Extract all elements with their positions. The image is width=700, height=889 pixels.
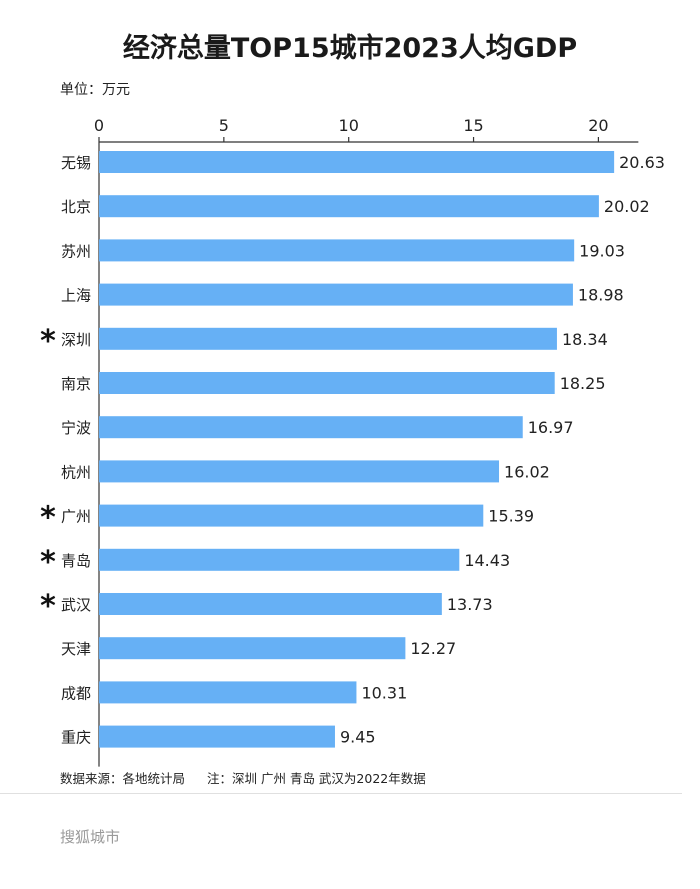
bar bbox=[99, 593, 442, 615]
category-label: 无锡 bbox=[61, 154, 91, 172]
x-tick-label: 5 bbox=[219, 116, 229, 135]
bar bbox=[99, 327, 557, 350]
category-label: 杭州 bbox=[61, 463, 91, 481]
bar-value-label: 9.45 bbox=[340, 728, 376, 747]
bar-value-label: 20.02 bbox=[604, 197, 650, 216]
category-label: 苏州 bbox=[61, 242, 91, 260]
category-label: 成都 bbox=[61, 684, 91, 702]
category-label: 广州 bbox=[61, 508, 91, 526]
bar-value-label: 18.25 bbox=[560, 374, 606, 393]
star-marker: * bbox=[40, 545, 56, 580]
category-label: 深圳 bbox=[61, 331, 91, 349]
category-label: 宁波 bbox=[61, 419, 91, 437]
footer-divider bbox=[0, 793, 682, 794]
bar bbox=[99, 460, 500, 483]
star-marker: * bbox=[40, 501, 56, 536]
category-label: 天津 bbox=[61, 640, 91, 658]
data-note: 注：深圳 广州 青岛 武汉为2022年数据 bbox=[207, 771, 426, 786]
bar bbox=[99, 416, 523, 439]
category-label: 武汉 bbox=[61, 596, 91, 614]
category-label: 南京 bbox=[61, 375, 91, 393]
bar-value-label: 13.73 bbox=[447, 595, 493, 614]
bar-value-label: 18.34 bbox=[562, 330, 608, 349]
unit-label: 单位：万元 bbox=[60, 82, 130, 98]
bar bbox=[99, 283, 573, 306]
watermark: 搜狐城市 bbox=[60, 828, 121, 846]
bar-value-label: 16.02 bbox=[504, 462, 550, 481]
category-label: 青岛 bbox=[61, 552, 91, 570]
bar bbox=[99, 725, 335, 748]
footer-note: 数据来源：各地统计局 注：深圳 广州 青岛 武汉为2022年数据 bbox=[60, 768, 426, 787]
bar bbox=[99, 239, 575, 262]
bar-value-label: 10.31 bbox=[361, 683, 407, 702]
bar-value-label: 12.27 bbox=[410, 639, 456, 658]
bar bbox=[99, 548, 460, 571]
x-tick-label: 10 bbox=[339, 116, 359, 135]
bar bbox=[99, 151, 615, 173]
bar-value-label: 16.97 bbox=[528, 418, 574, 437]
x-tick-label: 20 bbox=[588, 116, 608, 135]
data-source: 数据来源：各地统计局 bbox=[60, 771, 186, 786]
bar bbox=[99, 681, 357, 704]
category-label: 上海 bbox=[61, 287, 91, 305]
bar bbox=[99, 637, 406, 660]
star-marker: * bbox=[40, 324, 56, 359]
x-tick-label: 15 bbox=[463, 116, 483, 135]
bar-value-label: 15.39 bbox=[488, 507, 534, 526]
x-tick-label: 0 bbox=[94, 116, 104, 135]
bar bbox=[99, 372, 555, 394]
bar-value-label: 19.03 bbox=[579, 241, 625, 260]
category-label: 北京 bbox=[61, 198, 91, 216]
bar-value-label: 20.63 bbox=[619, 153, 665, 172]
bar-value-label: 18.98 bbox=[578, 286, 624, 305]
bar bbox=[99, 195, 599, 218]
chart-title: 经济总量TOP15城市2023人均GDP bbox=[122, 33, 578, 64]
star-marker: * bbox=[40, 589, 56, 624]
bar bbox=[99, 504, 484, 527]
category-label: 重庆 bbox=[61, 729, 91, 747]
bar-value-label: 14.43 bbox=[464, 551, 510, 570]
